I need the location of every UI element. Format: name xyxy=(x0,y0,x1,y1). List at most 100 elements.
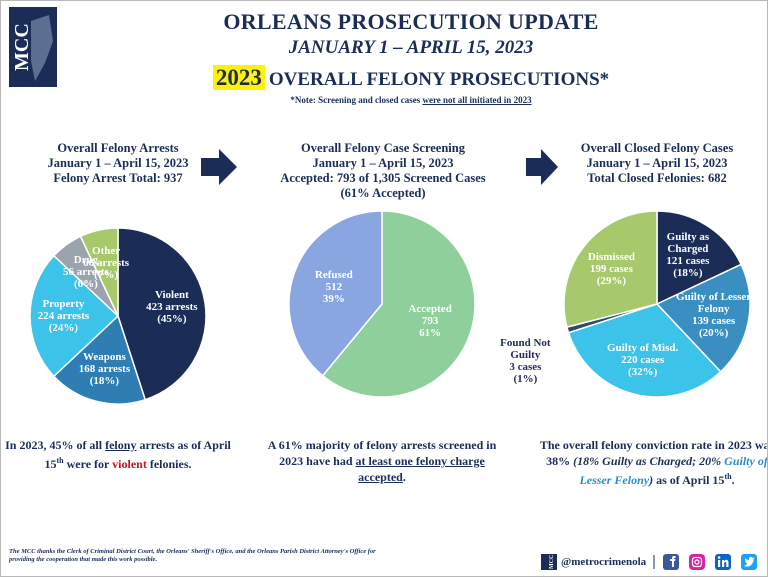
summary-text: A 61% majority of felony arrests screene… xyxy=(267,438,497,468)
value-label: (29%) xyxy=(596,274,627,287)
count-label: 139 cases xyxy=(692,314,736,327)
slice-label: Accepted 793 61% xyxy=(388,303,472,339)
pie-slice xyxy=(79,227,119,317)
note-text: *Note: Screening and closed cases xyxy=(290,95,423,105)
chart-title-line: Accepted: 793 of 1,305 Screened Cases xyxy=(280,171,486,185)
count-label: 56 arrests xyxy=(62,265,109,278)
value-label: (7%) xyxy=(94,268,118,281)
chart-title-line: Felony Arrest Total: 937 xyxy=(53,171,183,185)
count-label: 3 cases xyxy=(509,361,542,374)
credit: The MCC thanks the Clerk of Criminal Dis… xyxy=(9,548,376,563)
count-label: 793 xyxy=(421,315,439,328)
footer-logo-text: MCC xyxy=(549,555,555,569)
summary-text: (18% Guilty as Charged; 20% xyxy=(573,454,725,468)
chart-title: Overall Closed Felony Cases January 1 – A… xyxy=(541,141,767,186)
year-highlight: 2023 xyxy=(212,65,265,90)
summary-text: Guilty of Lesser Felony xyxy=(579,454,768,487)
pie-slice xyxy=(563,210,658,329)
summary-text: th xyxy=(56,456,64,465)
linkedin-glyph xyxy=(722,559,729,567)
twitter-glyph xyxy=(744,556,755,567)
footer-logo xyxy=(541,554,557,570)
category-label: Drug xyxy=(73,253,99,266)
pie-slice xyxy=(288,210,383,377)
logo-wolf xyxy=(31,15,53,81)
count-label: 512 xyxy=(325,280,343,293)
slice-label: Weapons 168 arrests (18%) xyxy=(62,351,146,387)
chart-title-line: Overall Felony Case Screening xyxy=(301,141,465,155)
summary-text: . xyxy=(402,470,406,484)
category-label: Guilty as Charged xyxy=(666,231,710,256)
category-label: Violent xyxy=(154,289,189,302)
count-label: 121 cases xyxy=(666,255,710,268)
chart-title-line: January 1 – April 15, 2023 xyxy=(312,156,454,170)
category-label: Weapons xyxy=(83,350,126,363)
pie-slice xyxy=(52,314,147,405)
summary-text: violent xyxy=(112,457,147,471)
facebook-icon[interactable] xyxy=(663,554,679,570)
value-label: (6%) xyxy=(74,277,98,290)
instagram-glyph xyxy=(691,556,703,568)
note: *Note: Screening and closed cases were n… xyxy=(61,95,761,105)
linkedin-glyph xyxy=(717,556,721,559)
pie-slice xyxy=(655,263,751,373)
value-label: (32%) xyxy=(627,365,658,378)
slice-label: Dismissed 199 cases (29%) xyxy=(569,251,653,287)
value-label: (24%) xyxy=(48,322,79,334)
pie-slice xyxy=(29,254,120,378)
summary-text: . xyxy=(731,473,735,487)
summary-text: felony xyxy=(105,438,137,452)
count-label: 66 arrests xyxy=(83,256,130,269)
count-label: 224 arrests xyxy=(37,310,90,322)
note-underlined: were not all initiated in 2023 xyxy=(422,95,532,105)
summary-text: arrests as of April 15 xyxy=(44,438,231,471)
subtitle: JANUARY 1 – APRIL 15, 2023 xyxy=(288,37,534,58)
slice-label: Violent 423 arrests (45%) xyxy=(130,289,214,325)
logo-text: MCC xyxy=(11,23,33,71)
footer-logo-box xyxy=(541,554,557,570)
count-label: 199 cases xyxy=(589,262,633,275)
arrow xyxy=(526,149,558,185)
value-label: 39% xyxy=(322,292,345,305)
value-label: (45%) xyxy=(157,313,187,326)
summary: A 61% majority of felony arrests screene… xyxy=(260,437,504,485)
social-handle[interactable]: @metrocrimenola xyxy=(561,556,647,568)
instagram-icon[interactable] xyxy=(689,554,705,570)
category-label: Accepted xyxy=(408,303,452,316)
summary-text: were for xyxy=(63,457,113,471)
title: ORLEANS PROSECUTION UPDATE xyxy=(223,9,599,34)
chart-title-line: January 1 – April 15, 2023 xyxy=(586,156,728,170)
chart-title-line: Overall Closed Felony Cases xyxy=(580,141,734,155)
category-label: Guilty of Misd. xyxy=(607,341,679,354)
heading-row: 2023 OVERALL FELONY PROSECUTIONS* xyxy=(61,65,761,91)
value-label: (20%) xyxy=(698,326,729,339)
summary-text: at least one felony charge accepted xyxy=(355,454,485,484)
value-label: 61% xyxy=(419,327,442,340)
slice-label: Drug 56 arrests (6%) xyxy=(44,254,128,290)
chart-title: Overall Felony Arrests January 1 – April … xyxy=(9,141,227,186)
category-label: Refused xyxy=(314,268,353,281)
summary-text: th xyxy=(724,472,732,481)
chart-title-line: January 1 – April 15, 2023 xyxy=(47,156,189,170)
count-label: 168 arrests xyxy=(78,362,131,375)
category-label: Other xyxy=(92,244,121,257)
summary: The overall felony conviction rate in 20… xyxy=(535,437,768,488)
pie-slice xyxy=(117,227,207,401)
summary: In 2023, 45% of all felony arrests as of… xyxy=(1,437,240,472)
slice-label: Guilty of Lesser Felony 139 cases (20%) xyxy=(672,291,756,339)
count-label: 220 cases xyxy=(621,353,665,366)
summary-text: felonies. xyxy=(146,457,192,471)
arrow xyxy=(201,149,237,185)
linkedin-glyph xyxy=(718,560,721,567)
summary-text: as of April 15 xyxy=(653,473,725,487)
category-label: Property xyxy=(42,298,85,310)
count-label: 423 arrests xyxy=(146,301,198,314)
slice-label: Found Not Guilty 3 cases (1%) xyxy=(497,337,553,385)
summary-text: The overall felony conviction rate in 20… xyxy=(539,438,768,468)
facebook-glyph xyxy=(670,556,676,567)
chart-title-line: (61% Accepted) xyxy=(340,186,426,200)
chart-title-line: Total Closed Felonies: 682 xyxy=(587,171,727,185)
slice-label: Property 224 arrests (24%) xyxy=(21,298,105,334)
